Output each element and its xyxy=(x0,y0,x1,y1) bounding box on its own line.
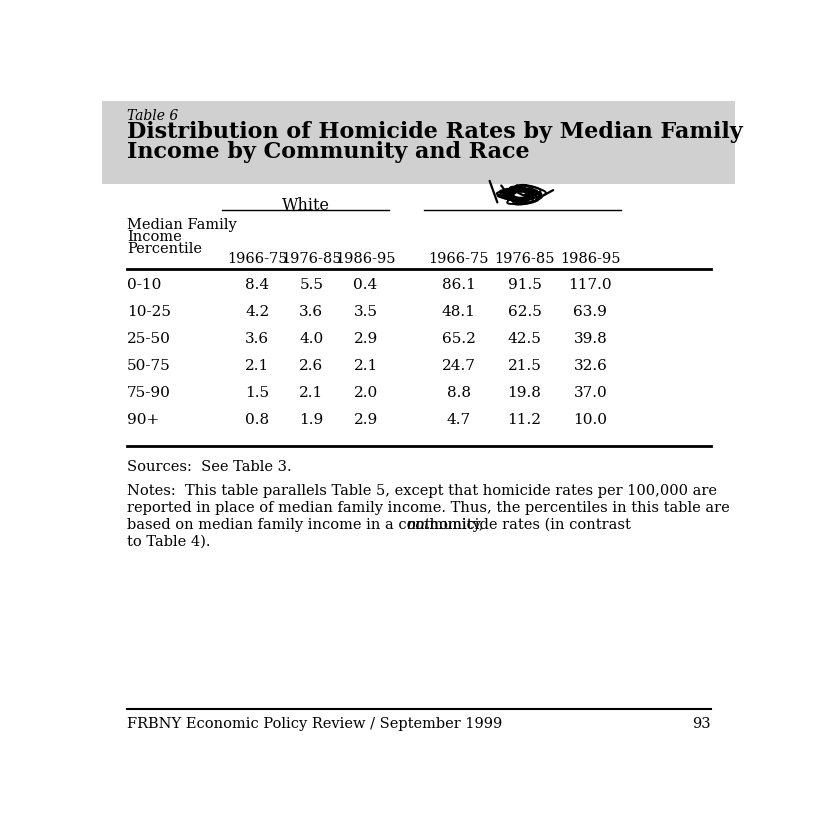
Text: to Table 4).: to Table 4). xyxy=(127,535,211,549)
Text: 1986-95: 1986-95 xyxy=(560,252,621,265)
Text: 1966-75: 1966-75 xyxy=(428,252,489,265)
Text: Income: Income xyxy=(127,230,181,244)
Text: White: White xyxy=(282,197,329,214)
Text: 65.2: 65.2 xyxy=(442,332,475,346)
Text: 48.1: 48.1 xyxy=(442,305,475,319)
Text: 3.6: 3.6 xyxy=(245,332,269,346)
Text: 10.0: 10.0 xyxy=(574,412,607,427)
Text: not: not xyxy=(407,518,431,533)
Text: 42.5: 42.5 xyxy=(507,332,542,346)
Text: 86.1: 86.1 xyxy=(442,278,475,291)
Text: 91.5: 91.5 xyxy=(507,278,542,291)
Text: 75-90: 75-90 xyxy=(127,386,171,400)
Text: homicide rates (in contrast: homicide rates (in contrast xyxy=(426,518,632,533)
Text: Percentile: Percentile xyxy=(127,243,202,256)
Text: 39.8: 39.8 xyxy=(574,332,607,346)
Text: 63.9: 63.9 xyxy=(574,305,607,319)
Text: 3.5: 3.5 xyxy=(354,305,377,319)
Text: 1986-95: 1986-95 xyxy=(335,252,396,265)
Text: 2.1: 2.1 xyxy=(354,359,377,373)
Text: 62.5: 62.5 xyxy=(507,305,542,319)
Text: 0.8: 0.8 xyxy=(245,412,269,427)
Text: 0-10: 0-10 xyxy=(127,278,161,291)
Text: Table 6: Table 6 xyxy=(127,108,178,123)
Text: 8.4: 8.4 xyxy=(245,278,269,291)
Text: 117.0: 117.0 xyxy=(569,278,612,291)
Text: 93: 93 xyxy=(692,717,711,731)
Text: based on median family income in a community,: based on median family income in a commu… xyxy=(127,518,489,533)
Text: 2.0: 2.0 xyxy=(354,386,377,400)
Text: 2.6: 2.6 xyxy=(299,359,324,373)
Text: 1976-85: 1976-85 xyxy=(281,252,342,265)
Text: 25-50: 25-50 xyxy=(127,332,171,346)
Text: 5.5: 5.5 xyxy=(299,278,324,291)
Text: 4.2: 4.2 xyxy=(245,305,270,319)
Text: reported in place of median family income. Thus, the percentiles in this table a: reported in place of median family incom… xyxy=(127,501,730,515)
Text: 4.7: 4.7 xyxy=(447,412,471,427)
Text: 1.9: 1.9 xyxy=(299,412,324,427)
Text: 19.8: 19.8 xyxy=(507,386,542,400)
FancyBboxPatch shape xyxy=(102,101,735,184)
Text: 21.5: 21.5 xyxy=(507,359,542,373)
Text: Sources:  See Table 3.: Sources: See Table 3. xyxy=(127,459,292,474)
Text: Median Family: Median Family xyxy=(127,218,237,232)
Text: 2.1: 2.1 xyxy=(245,359,270,373)
Text: 2.1: 2.1 xyxy=(299,386,324,400)
Text: 37.0: 37.0 xyxy=(574,386,607,400)
Text: Income by Community and Race: Income by Community and Race xyxy=(127,141,529,163)
Text: 2.9: 2.9 xyxy=(354,332,377,346)
Text: 1976-85: 1976-85 xyxy=(494,252,555,265)
Text: 10-25: 10-25 xyxy=(127,305,171,319)
Text: 2.9: 2.9 xyxy=(354,412,377,427)
Text: 11.2: 11.2 xyxy=(507,412,542,427)
Text: 32.6: 32.6 xyxy=(574,359,607,373)
Text: 1.5: 1.5 xyxy=(245,386,269,400)
Text: 90+: 90+ xyxy=(127,412,159,427)
Text: 4.0: 4.0 xyxy=(299,332,324,346)
Text: 24.7: 24.7 xyxy=(442,359,475,373)
Text: 3.6: 3.6 xyxy=(299,305,324,319)
Text: 50-75: 50-75 xyxy=(127,359,171,373)
Text: Distribution of Homicide Rates by Median Family: Distribution of Homicide Rates by Median… xyxy=(127,121,743,143)
Text: Notes:  This table parallels Table 5, except that homicide rates per 100,000 are: Notes: This table parallels Table 5, exc… xyxy=(127,484,717,498)
Text: 0.4: 0.4 xyxy=(354,278,377,291)
Text: 1966-75: 1966-75 xyxy=(227,252,288,265)
Text: 8.8: 8.8 xyxy=(447,386,471,400)
Text: FRBNY Economic Policy Review / September 1999: FRBNY Economic Policy Review / September… xyxy=(127,717,502,731)
